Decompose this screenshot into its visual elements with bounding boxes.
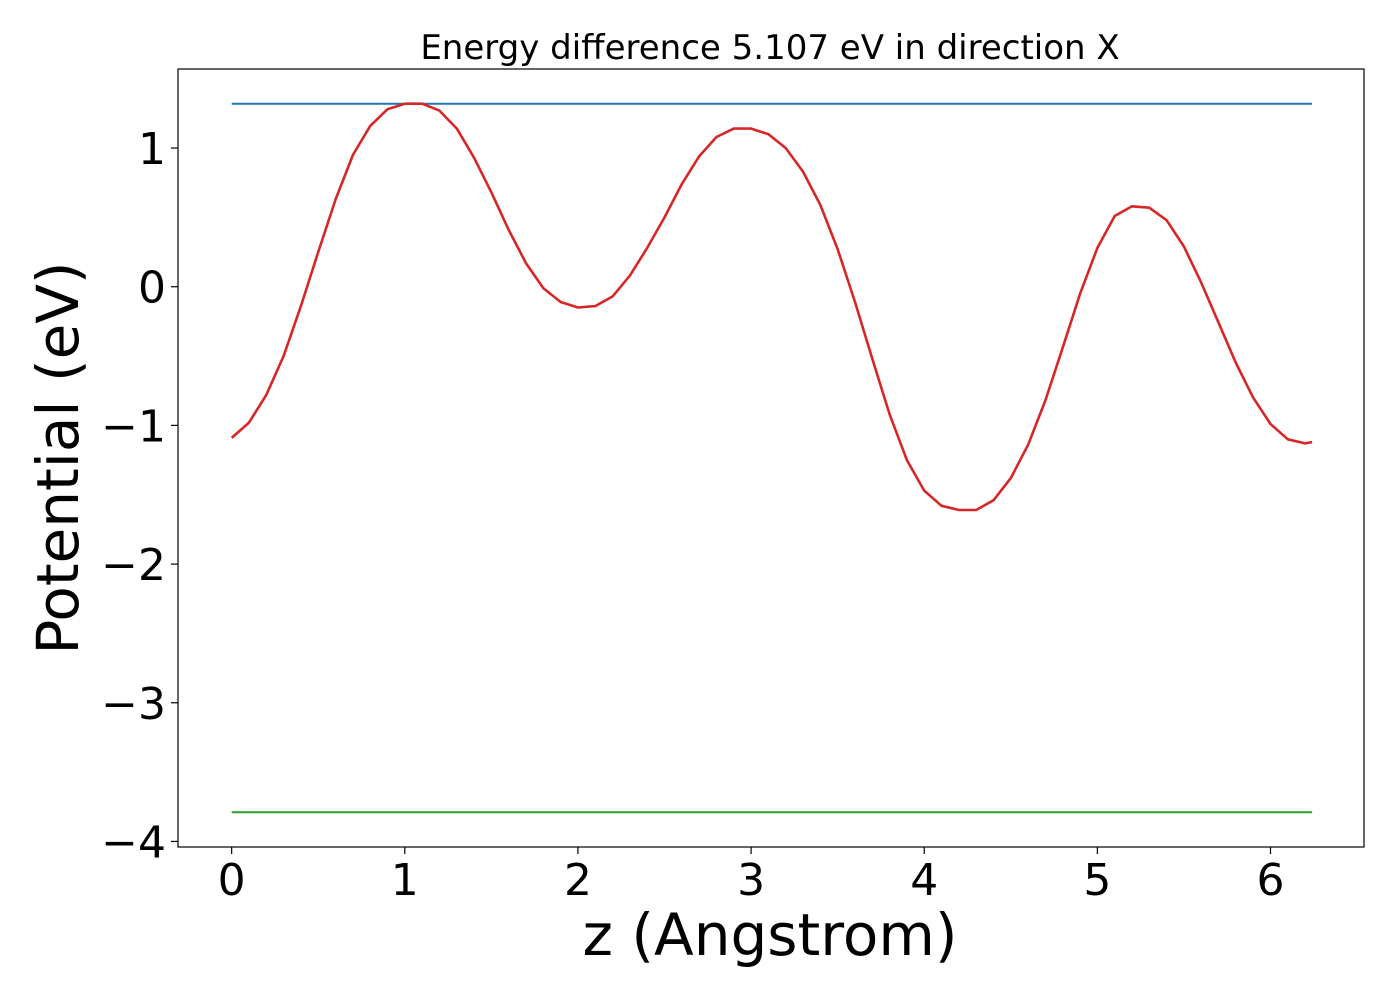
y-tick-label: −4 [101,817,166,868]
y-tick-label: −1 [101,401,166,452]
plot-frame [177,68,1365,848]
y-tick-label: 0 [138,263,166,314]
series-line-2 [230,102,1313,512]
y-axis-label: Potential (eV) [24,261,92,654]
y-tick-label: 1 [138,124,166,175]
x-tick-label: 2 [564,855,592,906]
y-tick-label: −2 [101,540,166,591]
x-tick-label: 5 [1083,855,1111,906]
x-tick-label: 6 [1257,855,1285,906]
y-axis-ticks: −4 −3 −2 −1 0 1 [101,124,178,868]
series-layer [230,102,1313,814]
x-tick-label: 0 [218,855,246,906]
y-tick-label: −3 [101,679,166,730]
chart-title: Energy difference 5.107 eV in direction … [420,28,1119,68]
x-tick-label: 4 [910,855,938,906]
x-axis-label: z (Angstrom) [583,901,958,969]
x-axis-ticks: 0 1 2 3 4 5 6 [218,847,1285,906]
x-tick-label: 1 [391,855,419,906]
x-tick-label: 3 [737,855,765,906]
